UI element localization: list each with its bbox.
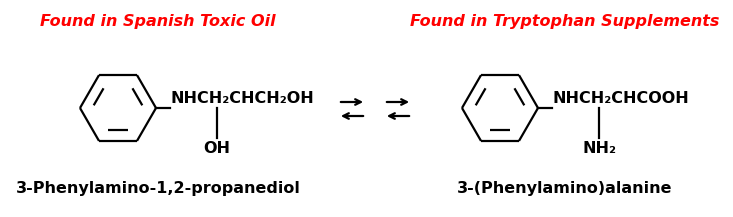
Text: 3-(Phenylamino)alanine: 3-(Phenylamino)alanine [457, 181, 673, 196]
Text: NHCH₂CHCOOH: NHCH₂CHCOOH [552, 91, 689, 106]
Text: Found in Tryptophan Supplements: Found in Tryptophan Supplements [410, 14, 720, 29]
Text: OH: OH [204, 141, 230, 156]
Text: NH₂: NH₂ [582, 141, 616, 156]
Text: NHCH₂CHCH₂OH: NHCH₂CHCH₂OH [170, 91, 314, 106]
Text: 3-Phenylamino-1,2-propanediol: 3-Phenylamino-1,2-propanediol [15, 181, 301, 196]
Text: Found in Spanish Toxic Oil: Found in Spanish Toxic Oil [40, 14, 276, 29]
